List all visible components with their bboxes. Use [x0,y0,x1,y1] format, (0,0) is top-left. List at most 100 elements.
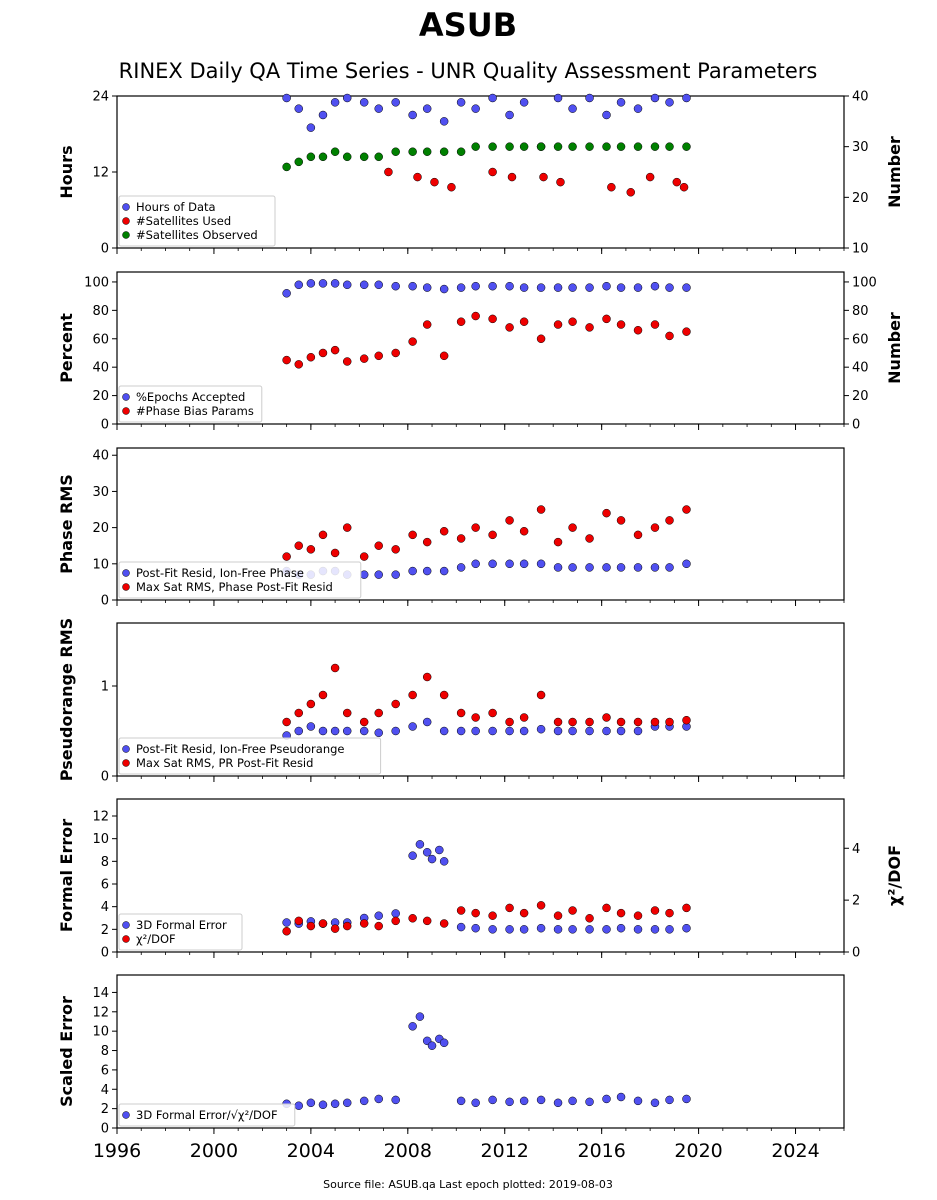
series-post-fit-resid-ion-free-pseudorange [282,717,691,740]
y-tick-label: 14 [92,986,109,1001]
data-point [519,1096,529,1106]
series-3d-formal-error [282,840,691,934]
y-tick-label: 0 [101,770,109,785]
data-point [616,726,626,736]
legend-box [118,561,362,599]
data-point [633,717,643,727]
data-point [505,142,514,151]
legend-marker [122,921,130,929]
data-point [294,708,303,718]
data-point [282,717,291,727]
data-point [633,142,643,151]
data-point [665,142,674,151]
data-point [568,317,577,326]
series-epochs-accepted [282,279,691,298]
data-point [391,1095,400,1105]
data-point [650,925,660,934]
data-point [553,320,563,329]
data-point [585,323,594,332]
legend-entry: %Epochs Accepted [136,390,245,404]
data-point [282,289,291,298]
data-point [553,925,563,934]
data-point [616,320,626,329]
data-point [650,563,660,572]
chart-subtitle: RINEX Daily QA Time Series - UNR Quality… [119,59,818,83]
data-point [519,713,529,722]
data-point [488,93,497,103]
data-point [682,505,691,514]
data-point [374,280,383,290]
data-point [553,726,563,736]
data-point [665,717,674,727]
data-point [471,104,480,113]
data-point [626,188,635,197]
data-point [415,1012,425,1021]
y-right-tick-label: 100 [852,275,877,290]
data-point [602,1094,611,1104]
data-point [682,93,691,103]
legend: %Epochs Accepted#Phase Bias Params [118,385,263,423]
data-point [282,927,291,936]
data-point [359,280,369,290]
data-point [294,280,303,290]
data-point [456,534,466,543]
data-point [519,559,529,569]
data-point [456,708,466,718]
series-satellites-observed [282,142,691,172]
data-point [650,281,660,291]
data-point [536,1095,546,1105]
y-tick-label: 0 [101,418,109,433]
y-right-axis-label: Number [885,312,904,384]
legend-entry: Max Sat RMS, Phase Post-Fit Resid [136,580,333,594]
data-point [602,563,611,572]
data-point [391,699,400,709]
data-point [507,172,517,182]
data-point [422,672,432,682]
data-point [633,283,643,292]
data-point [330,279,340,288]
data-point [439,526,449,536]
data-point [536,505,546,514]
data-point [585,925,594,934]
y-right-tick-label: 0 [852,418,860,433]
data-point [505,516,514,525]
data-point [650,1098,660,1108]
legend-marker [122,745,130,753]
data-point [294,916,303,926]
panel-pseudorange-rms: 0 1 Pseudorange RMS Post-Fit Resid, Ion-Fre… [57,618,845,785]
data-point [282,355,291,365]
data-point [665,283,674,292]
legend-marker [122,935,130,943]
legend-marker [122,393,130,401]
data-point [430,177,439,187]
data-point [519,925,529,934]
data-point [456,563,466,572]
data-point [536,559,546,569]
data-point [456,98,466,107]
data-point [633,911,643,920]
data-point [585,726,594,736]
data-point [391,570,400,579]
data-point [650,906,660,915]
data-point [439,857,449,866]
series-phase-bias-params [282,311,691,369]
data-point [645,172,655,182]
data-point [306,1098,316,1108]
data-point [536,334,546,344]
data-point [553,93,563,103]
data-point [616,1092,626,1102]
y-tick-label: 20 [92,521,109,536]
data-point [306,699,316,709]
data-point [682,283,691,292]
data-point [505,726,514,736]
data-point [439,147,449,156]
data-point [536,724,546,734]
data-point [568,283,577,292]
y-tick-label: 30 [92,485,109,500]
data-point [519,142,529,151]
data-point [408,147,417,156]
data-point [294,157,303,167]
data-point [408,1022,417,1031]
data-point [553,717,563,727]
data-point [488,142,497,151]
